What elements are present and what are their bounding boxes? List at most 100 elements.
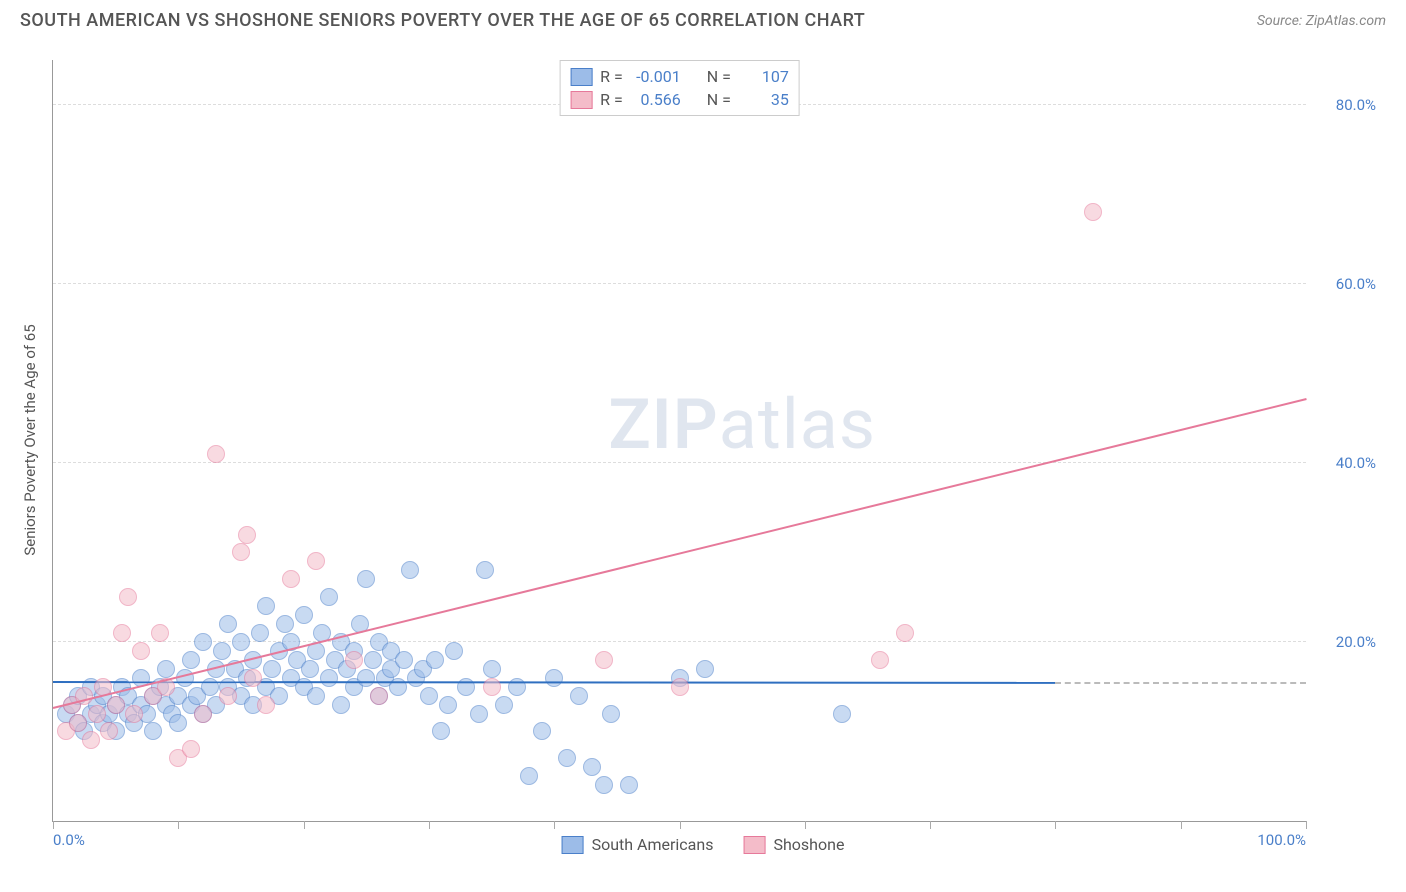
scatter-point	[232, 543, 250, 561]
scatter-point	[182, 651, 200, 669]
scatter-point	[345, 651, 363, 669]
scatter-point	[257, 696, 275, 714]
y-tick-label: 40.0%	[1336, 454, 1376, 472]
scatter-point	[395, 651, 413, 669]
scatter-point	[401, 561, 419, 579]
scatter-point	[301, 660, 319, 678]
scatter-point	[257, 597, 275, 615]
stats-row: R =0.566N =35	[570, 88, 789, 111]
scatter-point	[307, 552, 325, 570]
scatter-point	[113, 624, 131, 642]
scatter-point	[483, 678, 501, 696]
legend-swatch	[743, 836, 765, 854]
scatter-point	[370, 687, 388, 705]
scatter-point	[194, 633, 212, 651]
scatter-point	[107, 696, 125, 714]
scatter-point	[251, 624, 269, 642]
x-tick	[1306, 821, 1307, 829]
regression-dashed-ext	[1055, 682, 1306, 684]
y-tick-label: 20.0%	[1336, 633, 1376, 651]
scatter-point	[470, 705, 488, 723]
scatter-point	[182, 740, 200, 758]
stats-swatch	[570, 91, 592, 109]
chart-title: SOUTH AMERICAN VS SHOSHONE SENIORS POVER…	[20, 10, 865, 31]
stats-box: R =-0.001N =107R =0.566N =35	[559, 60, 800, 116]
scatter-point	[238, 526, 256, 544]
legend-label: Shoshone	[773, 835, 844, 854]
scatter-point	[483, 660, 501, 678]
gridline	[53, 462, 1306, 463]
scatter-point	[583, 758, 601, 776]
scatter-point	[144, 722, 162, 740]
x-tick	[1181, 821, 1182, 829]
scatter-point	[213, 642, 231, 660]
legend-swatch	[562, 836, 584, 854]
scatter-point	[232, 633, 250, 651]
x-tick	[178, 821, 179, 829]
y-tick-label: 80.0%	[1336, 96, 1376, 114]
scatter-point	[432, 722, 450, 740]
scatter-point	[357, 669, 375, 687]
x-tick	[680, 821, 681, 829]
scatter-point	[533, 722, 551, 740]
x-tick	[805, 821, 806, 829]
scatter-point	[219, 687, 237, 705]
scatter-point	[439, 696, 457, 714]
scatter-point	[88, 705, 106, 723]
y-axis-label: Seniors Poverty Over the Age of 65	[21, 324, 39, 555]
scatter-point	[132, 642, 150, 660]
scatter-point	[332, 696, 350, 714]
scatter-point	[207, 445, 225, 463]
scatter-point	[295, 606, 313, 624]
scatter-point	[520, 767, 538, 785]
scatter-point	[119, 588, 137, 606]
x-tick	[53, 821, 54, 829]
source-attribution: Source: ZipAtlas.com	[1257, 13, 1386, 29]
x-tick-label: 100.0%	[1257, 831, 1306, 849]
scatter-point	[508, 678, 526, 696]
scatter-point	[602, 705, 620, 723]
scatter-point	[276, 615, 294, 633]
scatter-point	[69, 714, 87, 732]
scatter-point	[125, 705, 143, 723]
scatter-point	[671, 678, 689, 696]
scatter-point	[307, 687, 325, 705]
chart-container: ZIPatlas 20.0%40.0%60.0%80.0%0.0%100.0%R…	[52, 60, 1386, 822]
scatter-point	[871, 651, 889, 669]
legend-label: South Americans	[592, 835, 714, 854]
scatter-point	[833, 705, 851, 723]
scatter-point	[364, 651, 382, 669]
scatter-point	[194, 705, 212, 723]
scatter-point	[595, 776, 613, 794]
x-tick	[1055, 821, 1056, 829]
scatter-point	[357, 570, 375, 588]
x-tick	[930, 821, 931, 829]
stats-swatch	[570, 68, 592, 86]
scatter-point	[151, 624, 169, 642]
x-tick	[554, 821, 555, 829]
scatter-point	[320, 669, 338, 687]
scatter-point	[495, 696, 513, 714]
x-tick	[304, 821, 305, 829]
scatter-point	[320, 588, 338, 606]
stats-row: R =-0.001N =107	[570, 65, 789, 88]
scatter-point	[157, 660, 175, 678]
scatter-point	[476, 561, 494, 579]
legend-item-south-americans: South Americans	[562, 835, 714, 854]
legend-item-shoshone: Shoshone	[743, 835, 844, 854]
scatter-point	[100, 722, 118, 740]
scatter-point	[426, 651, 444, 669]
scatter-point	[282, 570, 300, 588]
scatter-point	[1084, 203, 1102, 221]
scatter-point	[595, 651, 613, 669]
watermark: ZIPatlas	[608, 384, 876, 466]
scatter-point	[244, 669, 262, 687]
scatter-point	[696, 660, 714, 678]
scatter-point	[219, 615, 237, 633]
scatter-point	[558, 749, 576, 767]
scatter-point	[420, 687, 438, 705]
scatter-point	[445, 642, 463, 660]
scatter-point	[82, 731, 100, 749]
plot-area: ZIPatlas 20.0%40.0%60.0%80.0%0.0%100.0%R…	[52, 60, 1306, 822]
x-tick-label: 0.0%	[53, 831, 85, 849]
